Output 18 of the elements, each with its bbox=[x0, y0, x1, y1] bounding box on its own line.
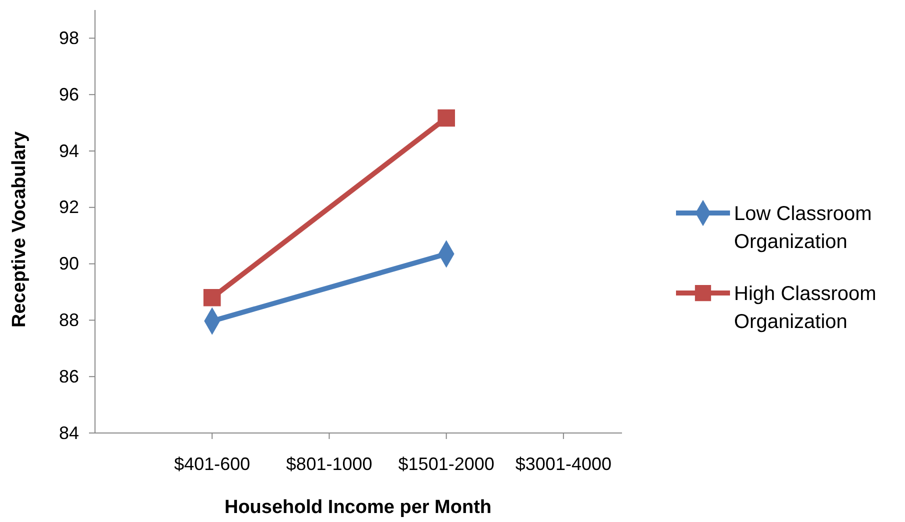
x-tick-label: $3001-4000 bbox=[515, 454, 612, 474]
y-tick-label: 94 bbox=[58, 140, 79, 161]
x-tick-label: $1501-2000 bbox=[398, 454, 494, 474]
y-tick-label: 98 bbox=[58, 28, 79, 48]
legend-label: High Classroom Organization bbox=[734, 283, 876, 333]
y-tick-label: 90 bbox=[58, 254, 79, 274]
x-tick-label: $801-1000 bbox=[286, 454, 372, 474]
y-tick-label: 88 bbox=[58, 310, 79, 330]
x-axis-title: Household Income per Month bbox=[224, 497, 492, 518]
legend-label: Low Classroom Organization bbox=[734, 203, 872, 253]
x-tick-label: $401-600 bbox=[174, 454, 250, 474]
point bbox=[203, 288, 221, 306]
y-tick-label: 84 bbox=[58, 422, 79, 443]
y-tick-label: 86 bbox=[58, 366, 79, 386]
y-tick-label: 92 bbox=[58, 197, 79, 218]
y-tick-label: 96 bbox=[58, 84, 79, 104]
point bbox=[438, 109, 455, 127]
y-axis-title: Receptive Vocabulary bbox=[9, 131, 30, 328]
